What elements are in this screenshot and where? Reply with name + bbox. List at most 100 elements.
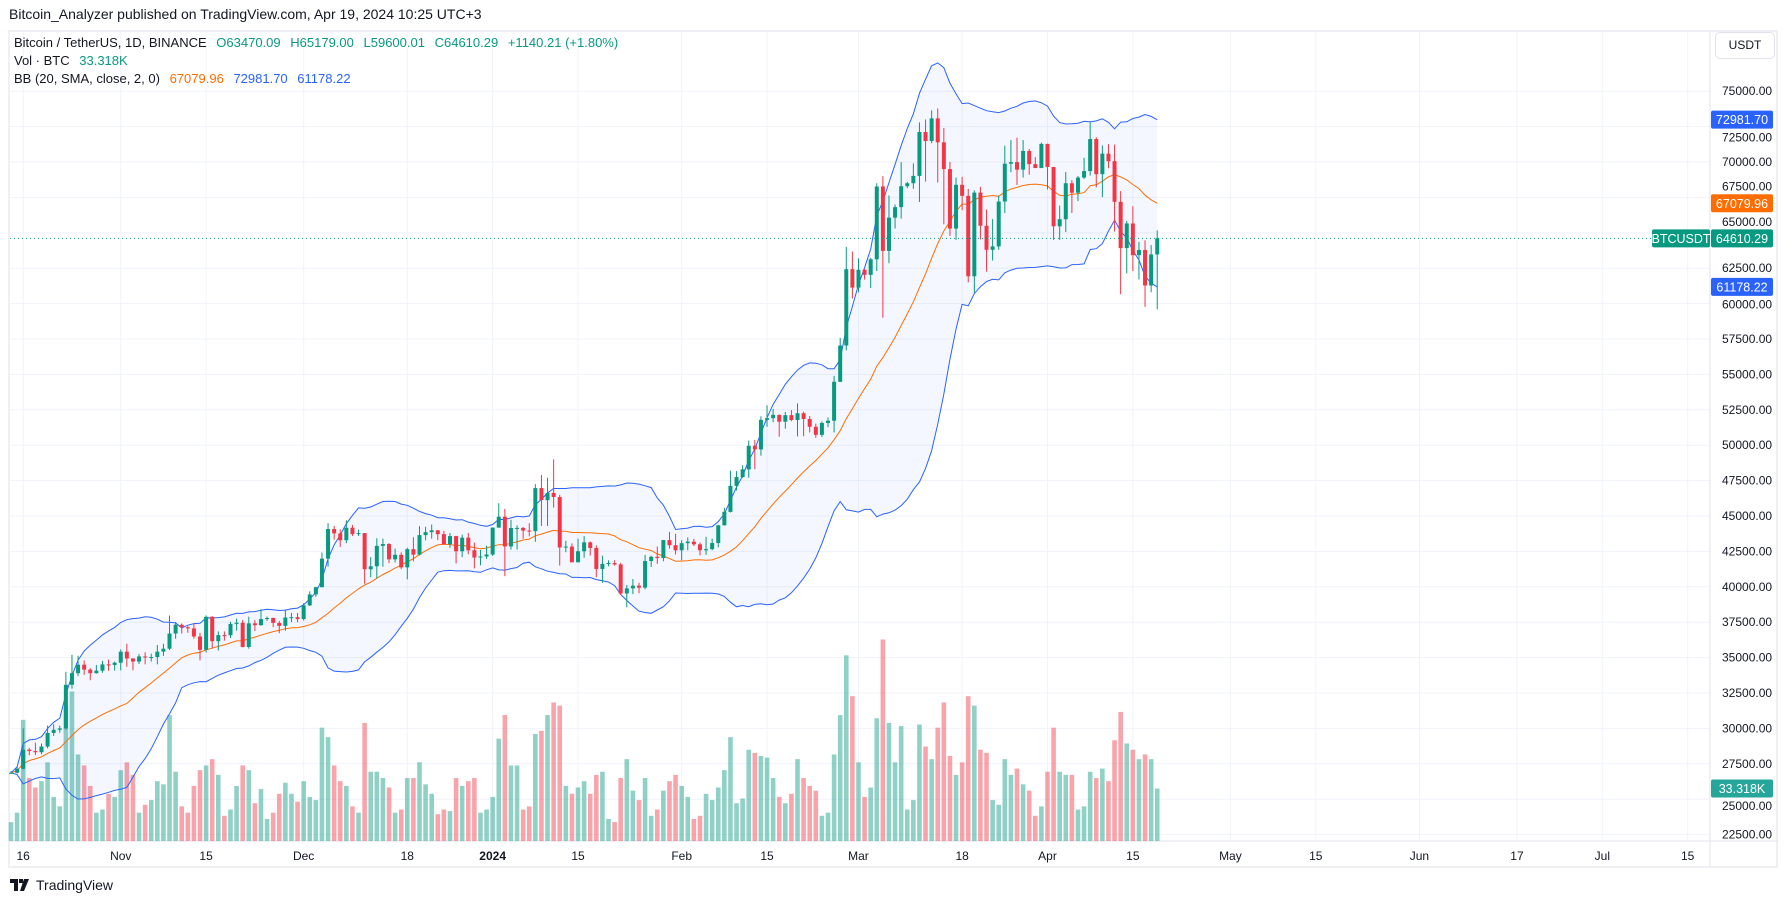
symbol-price-tag-text: BTCUSDT	[1651, 232, 1710, 246]
candle-body	[588, 542, 593, 549]
volume-bar	[752, 752, 758, 841]
chart-frame[interactable]	[8, 30, 1778, 868]
volume-bar	[789, 793, 794, 841]
volume-bar	[435, 814, 441, 841]
candle-body	[313, 587, 318, 595]
volume-bar	[618, 778, 623, 841]
volume-legend: Vol · BTC 33.318K	[14, 53, 134, 68]
volume-bar	[917, 724, 922, 841]
volume-bar	[423, 784, 428, 841]
candle-body	[576, 551, 581, 563]
volume-bar	[502, 715, 508, 841]
candle-body	[954, 184, 959, 229]
volume-bar	[161, 784, 166, 841]
symbol-price-tag: BTCUSDT	[1651, 229, 1711, 248]
volume-bar	[203, 765, 209, 841]
candle-body	[661, 540, 666, 559]
y-tick-label: 45000.00	[1722, 509, 1772, 523]
volume-bar	[545, 715, 550, 841]
volume-price-label-text: 33.318K	[1719, 782, 1766, 796]
volume-bar	[624, 759, 630, 841]
candle-body	[990, 246, 995, 250]
volume-bar	[191, 785, 197, 841]
volume-bar	[539, 730, 544, 841]
candle-body	[862, 269, 867, 275]
candle-body	[240, 622, 245, 647]
volume-bar	[258, 789, 264, 841]
candle-body	[33, 751, 38, 753]
volume-bar	[405, 778, 410, 841]
volume-bar	[490, 796, 495, 841]
candle-body	[338, 533, 343, 541]
bb-label[interactable]: BB (20, SMA, close, 2, 0)	[14, 71, 160, 86]
candle-body	[429, 530, 434, 533]
volume-bar	[533, 733, 538, 841]
volume-bar	[197, 770, 203, 841]
volume-bar	[996, 804, 1002, 841]
low-value: L59600.01	[363, 35, 425, 50]
volume-bar	[411, 778, 416, 841]
volume-bar	[764, 757, 770, 841]
bb-upper-price-label-bg	[1711, 110, 1773, 129]
volume-bar	[1112, 740, 1117, 841]
candle-body	[45, 732, 50, 747]
candle-body	[69, 673, 74, 685]
volume-bar	[520, 809, 526, 841]
volume-bar	[551, 702, 556, 841]
volume-bar	[20, 719, 26, 841]
volume-bar	[1020, 784, 1026, 841]
candle-body	[880, 186, 885, 251]
candle-body	[216, 635, 221, 642]
volume-bar	[350, 806, 355, 841]
candle-body	[1063, 183, 1068, 220]
candle-body	[612, 563, 617, 565]
volume-bar	[868, 787, 873, 841]
symbol-name[interactable]: Bitcoin / TetherUS, 1D, BINANCE	[14, 35, 207, 50]
y-tick-label: 27500.00	[1722, 757, 1772, 771]
volume-bar	[337, 781, 343, 841]
candle-body	[1088, 139, 1093, 172]
volume-bar	[1014, 768, 1020, 841]
volume-bar	[514, 765, 520, 841]
candle-body	[838, 345, 843, 382]
volume-bar	[783, 803, 788, 841]
x-tick-label: 18	[401, 849, 415, 863]
volume-bar	[136, 812, 142, 841]
candle-body	[527, 530, 532, 532]
candle-body	[472, 550, 477, 558]
currency-button[interactable]: USDT	[1715, 32, 1775, 59]
candle-body	[15, 768, 20, 773]
volume-label[interactable]: Vol · BTC	[14, 53, 70, 68]
volume-bar	[264, 818, 270, 841]
candle-body	[850, 269, 855, 288]
volume-bar	[685, 796, 691, 841]
volume-bar	[843, 655, 849, 841]
candle-body	[777, 414, 782, 422]
candle-body	[521, 527, 526, 531]
volume-bar	[642, 778, 648, 841]
x-tick-label: Nov	[110, 849, 131, 863]
candle-body	[1008, 162, 1013, 164]
candle-body	[893, 207, 898, 218]
volume-bar	[508, 765, 514, 841]
candle-body	[179, 624, 184, 628]
volume-bar	[1087, 771, 1093, 841]
volume-bar	[124, 762, 130, 841]
volume-bar	[978, 749, 983, 841]
candle-body	[734, 477, 739, 486]
volume-bar	[935, 727, 941, 841]
candle-body	[435, 530, 440, 535]
volume-bar	[953, 774, 959, 841]
volume-bar	[453, 778, 459, 841]
footer-brand[interactable]: TradingView	[36, 877, 114, 893]
volume-bar	[112, 796, 117, 841]
y-tick-label: 50000.00	[1722, 438, 1772, 452]
change-value: +1140.21 (+1.80%)	[507, 35, 619, 50]
candle-body	[289, 617, 294, 619]
y-tick-label: 47500.00	[1722, 474, 1772, 488]
volume-bar	[862, 796, 867, 841]
volume-bar	[673, 774, 678, 841]
candle-body	[886, 217, 891, 251]
bb-upper-price-label-text: 72981.70	[1716, 113, 1768, 127]
